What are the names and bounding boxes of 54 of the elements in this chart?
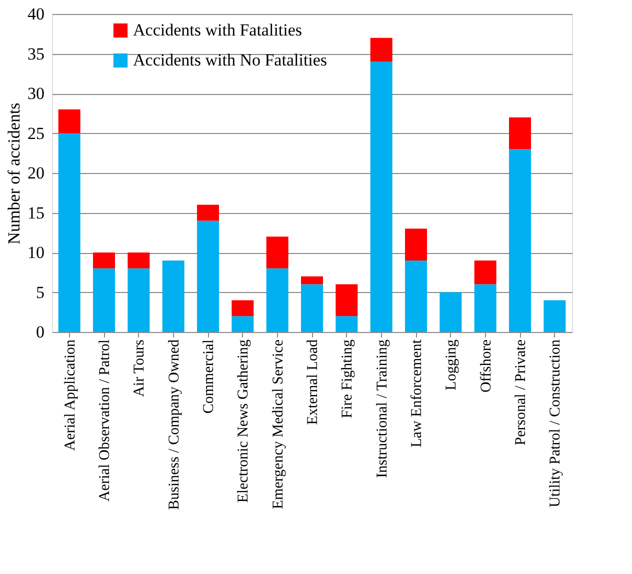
x-tick-label: Fire Fighting [340, 339, 356, 418]
bar [93, 252, 115, 268]
bar [232, 316, 254, 332]
x-tick-label: Electronic News Gathering [236, 339, 252, 503]
bar [405, 228, 427, 260]
x-tick-label: Emergency Medical Service [270, 339, 286, 510]
bar [301, 276, 323, 284]
x-tick-label: Utility Patrol / Construction [548, 339, 564, 508]
bar [197, 204, 219, 221]
bar [509, 149, 531, 332]
x-tick-label: Aerial Observation / Patrol [97, 340, 113, 502]
bar [128, 252, 150, 268]
bar [336, 316, 358, 332]
bar [474, 284, 496, 332]
bar [197, 220, 219, 332]
x-tick-label: Offshore [478, 339, 494, 393]
legend-label: Accidents with No Fatalities [133, 50, 328, 70]
bar [93, 268, 115, 332]
bar [266, 236, 288, 268]
x-tick-label: Personal / Private [513, 339, 529, 446]
y-tick-label: 20 [28, 164, 44, 182]
x-tick-label: Law Enforcement [409, 338, 425, 448]
x-tick-label: Instructional / Training [374, 339, 390, 478]
y-tick-label: 30 [28, 84, 44, 103]
bar [162, 260, 184, 332]
bar [405, 260, 427, 332]
y-tick-label: 40 [28, 4, 44, 24]
bar [301, 284, 323, 332]
y-tick-label: 0 [36, 322, 44, 342]
legend-label: Accidents with Fatalities [133, 20, 302, 40]
bar [58, 133, 80, 332]
bar [370, 62, 392, 332]
y-tick-label: 35 [28, 44, 44, 64]
x-tick-label: Business / Company Owned [166, 339, 182, 510]
bar [128, 268, 150, 332]
y-axis-title: Number of accidents [4, 102, 24, 244]
bar [440, 292, 462, 332]
x-tick-label: Air Tours [132, 339, 148, 397]
bar [58, 109, 80, 134]
y-tick-label: 5 [36, 282, 44, 302]
bar [509, 117, 531, 150]
bar [232, 300, 254, 316]
bar [336, 284, 358, 316]
bar [544, 300, 566, 332]
y-tick-label: 10 [28, 243, 44, 262]
x-tick-label: Commercial [201, 340, 217, 414]
x-tick-label: External Load [305, 339, 321, 425]
x-tick-label: Logging [444, 339, 460, 390]
bar [266, 268, 288, 332]
x-tick-label: Aerial Application [62, 339, 78, 451]
y-tick-label: 25 [28, 124, 44, 143]
y-tick-label: 15 [28, 203, 44, 222]
bar [370, 38, 392, 62]
bar [474, 260, 496, 284]
